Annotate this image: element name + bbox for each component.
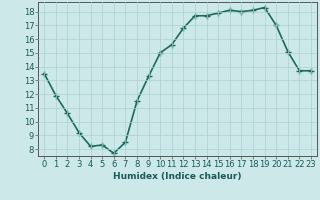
X-axis label: Humidex (Indice chaleur): Humidex (Indice chaleur) [113,172,242,181]
